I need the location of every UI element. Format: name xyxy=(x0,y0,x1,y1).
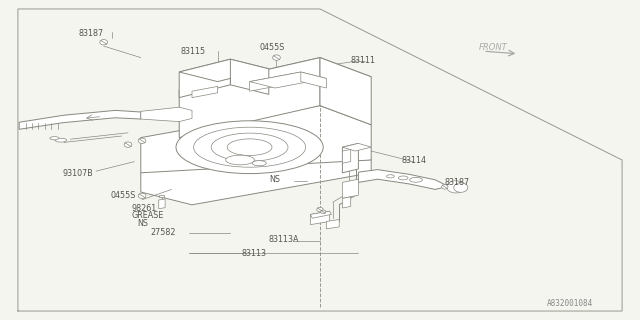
Text: 0455S: 0455S xyxy=(110,191,136,200)
Ellipse shape xyxy=(398,176,408,180)
Polygon shape xyxy=(141,107,192,122)
Polygon shape xyxy=(320,58,371,125)
Text: 83114: 83114 xyxy=(402,156,427,165)
Polygon shape xyxy=(250,72,326,88)
Ellipse shape xyxy=(454,183,468,192)
Polygon shape xyxy=(326,220,339,229)
Ellipse shape xyxy=(252,161,266,166)
Ellipse shape xyxy=(176,121,323,173)
Polygon shape xyxy=(159,195,164,197)
Polygon shape xyxy=(179,58,320,138)
Polygon shape xyxy=(192,86,218,98)
Text: 27582: 27582 xyxy=(150,228,176,237)
Polygon shape xyxy=(310,211,332,218)
Ellipse shape xyxy=(447,181,465,193)
Polygon shape xyxy=(179,58,371,109)
Polygon shape xyxy=(342,143,371,151)
Ellipse shape xyxy=(317,207,323,212)
Ellipse shape xyxy=(227,139,272,156)
Polygon shape xyxy=(342,197,351,208)
Polygon shape xyxy=(141,160,371,205)
Text: 83115: 83115 xyxy=(180,47,205,56)
Ellipse shape xyxy=(273,55,280,60)
Ellipse shape xyxy=(442,185,448,189)
Polygon shape xyxy=(342,179,358,198)
Ellipse shape xyxy=(50,137,59,140)
Polygon shape xyxy=(301,72,326,88)
Ellipse shape xyxy=(211,133,288,161)
Polygon shape xyxy=(179,59,230,98)
Ellipse shape xyxy=(55,138,67,142)
Ellipse shape xyxy=(321,210,326,214)
Text: 83111: 83111 xyxy=(351,56,376,65)
Polygon shape xyxy=(342,149,351,163)
Polygon shape xyxy=(19,110,141,129)
Text: NS: NS xyxy=(138,220,148,228)
Text: NS: NS xyxy=(269,175,280,184)
Ellipse shape xyxy=(124,142,132,147)
Text: 83113: 83113 xyxy=(242,249,267,258)
Ellipse shape xyxy=(194,127,306,167)
Polygon shape xyxy=(159,199,165,209)
Ellipse shape xyxy=(410,177,422,182)
Polygon shape xyxy=(141,106,371,192)
Text: 98261: 98261 xyxy=(131,204,156,212)
Text: A832001084: A832001084 xyxy=(547,300,593,308)
Ellipse shape xyxy=(138,193,146,198)
Polygon shape xyxy=(250,72,301,91)
Text: 83187: 83187 xyxy=(78,29,103,38)
Text: 83187: 83187 xyxy=(445,178,470,187)
Ellipse shape xyxy=(387,175,394,178)
Text: 83113A: 83113A xyxy=(269,236,300,244)
Text: 93107B: 93107B xyxy=(63,169,93,178)
Text: 0455S: 0455S xyxy=(259,43,285,52)
Ellipse shape xyxy=(226,155,255,165)
Polygon shape xyxy=(179,59,269,82)
Ellipse shape xyxy=(138,138,146,143)
Polygon shape xyxy=(230,59,269,94)
Text: GREASE: GREASE xyxy=(131,212,164,220)
Text: FRONT: FRONT xyxy=(479,43,508,52)
Polygon shape xyxy=(310,211,330,225)
Polygon shape xyxy=(358,170,448,189)
Polygon shape xyxy=(342,143,358,173)
Ellipse shape xyxy=(100,40,108,45)
